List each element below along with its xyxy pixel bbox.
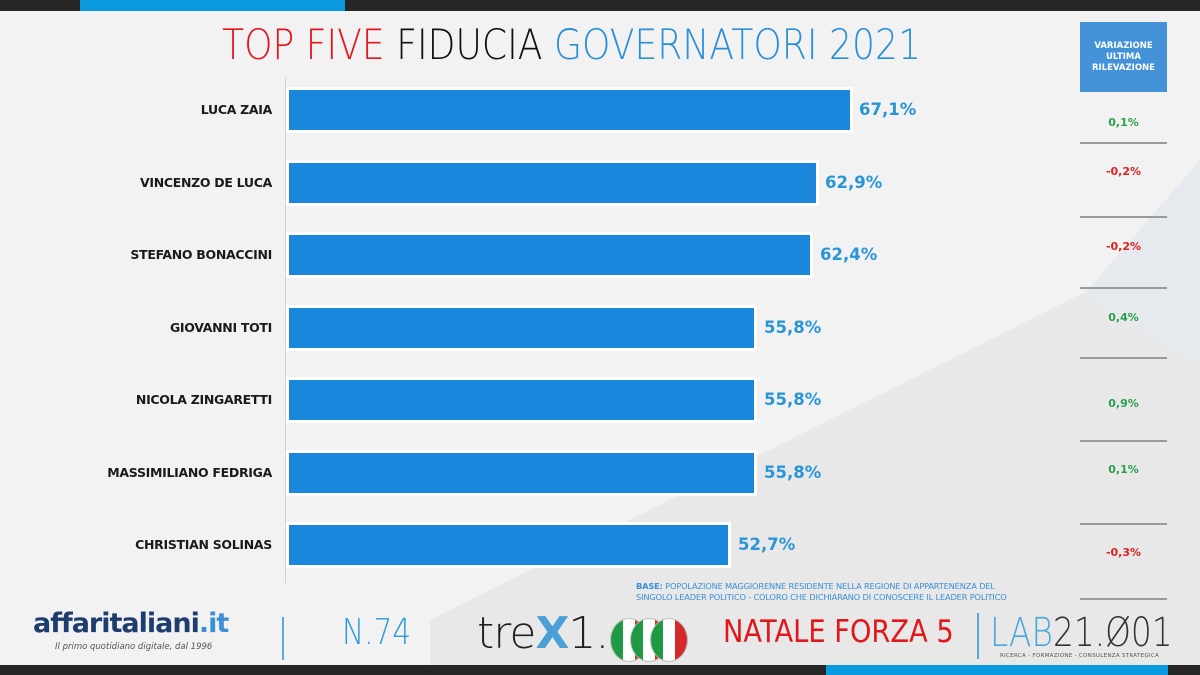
affaritaliani-tagline: Il primo quotidiano digitale, dal 1996 — [55, 642, 213, 652]
lab-tagline: RICERCA - FORMAZIONE - CONSULENZA STRATE… — [1000, 653, 1160, 659]
row-label: CHRISTIAN SOLINAS — [135, 537, 272, 552]
footer-separator — [282, 617, 284, 660]
variation-separator — [1080, 357, 1167, 359]
row-label: LUCA ZAIA — [200, 102, 273, 117]
variation-value: 0,1% — [1108, 116, 1139, 129]
footer-separator — [977, 613, 979, 659]
bar-value: 62,9% — [825, 173, 883, 192]
bar-value: 52,7% — [738, 535, 796, 554]
variation-header-box: VARIAZIONE ULTIMA RILEVAZIONE — [1080, 22, 1167, 92]
footnote-line1: POPOLAZIONE MAGGIORENNE RESIDENTE NELLA … — [662, 581, 995, 591]
bar-luca-zaia — [286, 87, 853, 133]
lab2101-logo: LAB21.Ø01 — [990, 610, 1173, 656]
variation-header-line1: VARIAZIONE — [1094, 40, 1153, 51]
variation-value: -0,2% — [1105, 165, 1142, 178]
affaritaliani-name: affaritaliani — [33, 608, 200, 639]
bar-nicola-zingaretti — [286, 377, 757, 423]
chart-axis-line — [285, 78, 286, 583]
bar-giovanni-toti — [286, 305, 757, 351]
bar-value: 55,8% — [764, 318, 822, 337]
variation-separator — [1080, 287, 1167, 289]
trex-pre: tre — [477, 608, 536, 659]
variation-value: 0,4% — [1108, 311, 1139, 324]
top-accent-blue — [80, 0, 345, 11]
bar-christian-solinas — [286, 522, 731, 568]
variation-value: -0,3% — [1105, 546, 1142, 559]
lab-part2: 21.Ø01 — [1052, 610, 1173, 656]
bottom-accent-bar — [0, 665, 1200, 675]
variation-value: 0,9% — [1108, 397, 1139, 410]
variation-separator — [1080, 440, 1167, 442]
chart-title: TOP FIVE FIDUCIA GOVERNATORI 2021 — [222, 20, 921, 69]
variation-value: -0,2% — [1105, 240, 1142, 253]
footnote-line2: SINGOLO LEADER POLITICO - COLORO CHE DIC… — [636, 591, 1007, 602]
title-part-governatori: GOVERNATORI 2021 — [553, 20, 921, 69]
bar-massimiliano-fedriga — [286, 450, 757, 496]
trex1000-logo: treX1. — [477, 608, 609, 659]
variation-separator — [1080, 598, 1167, 600]
bottom-accent-blue — [826, 665, 1168, 675]
trex-post: 1. — [568, 608, 609, 659]
variation-value: 0,1% — [1108, 463, 1139, 476]
affaritaliani-logo: affaritaliani.it — [33, 608, 229, 639]
italian-flag-circle-icon — [650, 618, 688, 662]
variation-separator — [1080, 523, 1167, 525]
title-part-fiducia: FIDUCIA — [396, 20, 543, 69]
bar-value: 55,8% — [764, 463, 822, 482]
top-accent-bar — [0, 0, 1200, 11]
title-part-top-five: TOP FIVE — [222, 20, 385, 69]
trex-x: X — [535, 608, 569, 659]
bar-value: 67,1% — [859, 100, 917, 119]
row-label: GIOVANNI TOTI — [169, 320, 272, 335]
bar-value: 55,8% — [764, 390, 822, 409]
lab-part1: LAB — [990, 610, 1053, 656]
variation-separator — [1080, 142, 1167, 144]
bar-stefano-bonaccini — [286, 232, 813, 278]
row-label: VINCENZO DE LUCA — [140, 175, 272, 190]
campaign-title: NATALE FORZA 5 — [723, 614, 954, 650]
row-label: MASSIMILIANO FEDRIGA — [107, 465, 272, 480]
footnote-label: BASE: — [636, 581, 663, 591]
bar-vincenzo-de-luca — [286, 160, 819, 206]
variation-separator — [1080, 216, 1167, 218]
variation-header-line2: ULTIMA — [1106, 51, 1141, 62]
variation-header-line3: RILEVAZIONE — [1092, 62, 1155, 73]
row-label: NICOLA ZINGARETTI — [135, 392, 272, 407]
footnote-base: BASE: POPOLAZIONE MAGGIORENNE RESIDENTE … — [636, 581, 1007, 602]
affaritaliani-tld: .it — [198, 608, 229, 639]
row-label: STEFANO BONACCINI — [130, 247, 272, 262]
issue-number: N.74 — [342, 612, 412, 653]
bar-value: 62,4% — [820, 245, 878, 264]
